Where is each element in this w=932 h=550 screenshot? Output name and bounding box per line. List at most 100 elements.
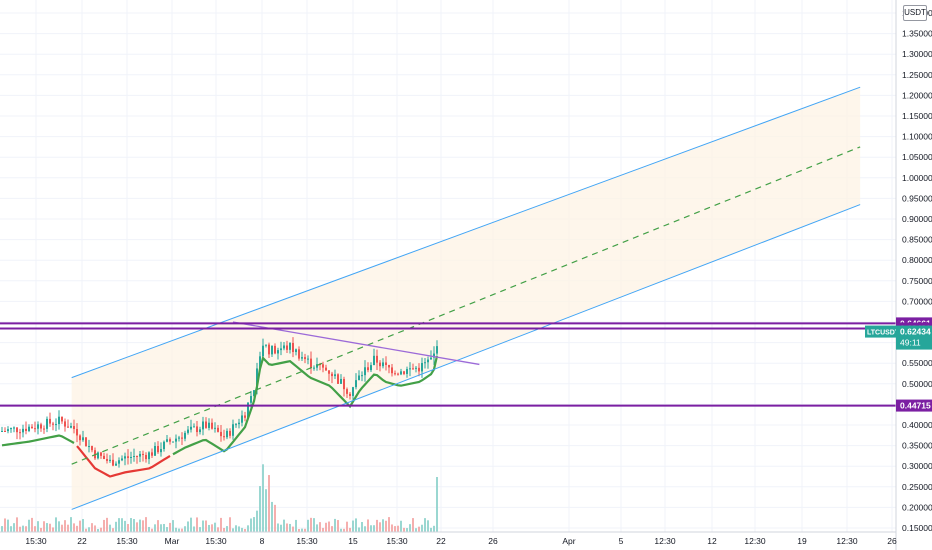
volume-bar bbox=[10, 526, 12, 532]
volume-bar bbox=[217, 527, 219, 532]
y-tick-label: 1.05000 bbox=[902, 152, 932, 162]
candle-body bbox=[199, 429, 201, 433]
volume-bar bbox=[220, 517, 222, 532]
volume-bar bbox=[115, 521, 117, 532]
volume-bar bbox=[16, 517, 18, 532]
candle-body bbox=[409, 368, 411, 370]
volume-bar bbox=[202, 520, 204, 532]
candle-body bbox=[103, 455, 105, 460]
candle-body bbox=[22, 428, 24, 433]
volume-bar bbox=[265, 489, 267, 532]
volume-bar bbox=[367, 519, 369, 532]
price-tag bbox=[896, 399, 932, 412]
candle-body bbox=[136, 456, 138, 458]
volume-bar bbox=[148, 526, 150, 532]
candle-body bbox=[4, 431, 6, 433]
candle-body bbox=[190, 426, 192, 430]
volume-bar bbox=[385, 520, 387, 532]
candle-body bbox=[292, 342, 294, 353]
candle-body bbox=[220, 431, 222, 437]
y-tick-label: 0.30000 bbox=[902, 461, 932, 471]
candle-body bbox=[364, 367, 366, 376]
x-tick-label: 15:30 bbox=[25, 536, 47, 546]
candle-body bbox=[253, 390, 255, 397]
volume-bar bbox=[340, 528, 342, 532]
candle-body bbox=[172, 441, 174, 443]
volume-bar bbox=[163, 523, 165, 532]
volume-bar bbox=[253, 517, 255, 532]
volume-bar bbox=[94, 525, 96, 532]
candle-body bbox=[145, 454, 147, 460]
candle-body bbox=[370, 365, 372, 371]
volume-bar bbox=[274, 504, 276, 532]
candle-body bbox=[313, 367, 315, 369]
volume-bar bbox=[106, 517, 108, 532]
candle-body bbox=[349, 393, 351, 396]
volume-bar bbox=[43, 521, 45, 532]
candle-body bbox=[109, 459, 111, 461]
price-tag-label: 0.44715 bbox=[900, 401, 931, 411]
candle-body bbox=[238, 422, 240, 425]
x-tick-label: 12:30 bbox=[654, 536, 676, 546]
time-axis[interactable]: 15:30 22 15:30 Mar 15:30 8 15:30 15 15:30 22 26 Apr… bbox=[0, 531, 897, 546]
volume-bar bbox=[382, 519, 384, 532]
candle-body bbox=[79, 435, 81, 441]
volume-bar bbox=[88, 527, 90, 532]
volume-bar bbox=[226, 526, 228, 532]
candle-body bbox=[1, 431, 3, 433]
volume-bar bbox=[424, 518, 426, 532]
y-tick-label: 0.40000 bbox=[902, 420, 932, 430]
x-tick-label: Mar bbox=[165, 536, 180, 546]
candle-body bbox=[208, 422, 210, 428]
volume-bar bbox=[91, 523, 93, 532]
volume-bar bbox=[247, 525, 249, 532]
volume-bar bbox=[325, 522, 327, 532]
volume-bar bbox=[205, 520, 207, 532]
candle-body bbox=[418, 367, 420, 372]
volume-bar bbox=[412, 518, 414, 532]
volume-bar bbox=[124, 520, 126, 532]
volume-bar bbox=[379, 522, 381, 532]
volume-bar bbox=[349, 527, 351, 532]
candle-body bbox=[379, 362, 381, 367]
volume-bar bbox=[364, 526, 366, 532]
volume-bar bbox=[277, 523, 279, 532]
volume-bar bbox=[280, 524, 282, 532]
candle-body bbox=[256, 368, 258, 391]
candle-body bbox=[433, 353, 435, 358]
volume-bar bbox=[271, 501, 273, 532]
candle-body bbox=[127, 456, 129, 458]
volume-bar bbox=[13, 523, 15, 532]
volume-bar bbox=[322, 527, 324, 532]
volume-bar bbox=[79, 520, 81, 532]
currency-label[interactable]: USDT bbox=[903, 5, 927, 21]
candle-body bbox=[193, 426, 195, 428]
candle-body bbox=[334, 374, 336, 377]
volume-bar bbox=[346, 521, 348, 532]
x-tick-label: 8 bbox=[260, 536, 265, 546]
volume-bar bbox=[229, 517, 231, 532]
volume-bar bbox=[157, 520, 159, 532]
candle-body bbox=[412, 368, 414, 370]
candle-body bbox=[286, 345, 288, 350]
candle-body bbox=[10, 428, 12, 430]
candle-body bbox=[34, 428, 36, 430]
candle-body bbox=[163, 441, 165, 450]
volume-bar bbox=[361, 522, 363, 532]
price-axis[interactable]: 1.400001.350001.300001.250001.200001.150… bbox=[895, 0, 932, 550]
volume-bar bbox=[172, 520, 174, 532]
y-tick-label: 0.75000 bbox=[902, 276, 932, 286]
candle-body bbox=[259, 356, 261, 369]
candle-body bbox=[55, 424, 57, 426]
candle-body bbox=[289, 342, 291, 350]
candle-body bbox=[106, 459, 108, 461]
y-tick-label: 1.10000 bbox=[902, 132, 932, 142]
candle-body bbox=[139, 453, 141, 457]
countdown-label: 49:11 bbox=[900, 338, 921, 348]
volume-bar bbox=[337, 520, 339, 532]
volume-bar bbox=[100, 527, 102, 532]
y-tick-label: 0.35000 bbox=[902, 441, 932, 451]
volume-bar bbox=[304, 528, 306, 532]
